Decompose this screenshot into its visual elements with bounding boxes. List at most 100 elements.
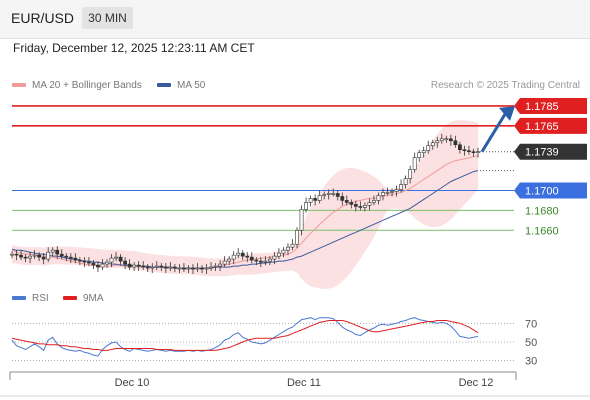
candle bbox=[37, 254, 42, 258]
rsi-line bbox=[11, 317, 479, 357]
level-tag-1.1739 bbox=[514, 143, 587, 160]
candle bbox=[467, 150, 471, 153]
candle bbox=[313, 198, 318, 201]
candle bbox=[394, 189, 399, 192]
candle bbox=[408, 169, 413, 179]
x-tick-label: Dec 12 bbox=[459, 377, 494, 389]
candle bbox=[213, 265, 218, 268]
candle bbox=[399, 184, 403, 190]
candle bbox=[46, 251, 51, 260]
candle bbox=[10, 253, 14, 256]
candle bbox=[471, 151, 476, 153]
candle bbox=[191, 267, 195, 270]
x-tick-label: Dec 11 bbox=[287, 377, 321, 389]
candle bbox=[331, 193, 336, 195]
level-label-1.1785: 1.1785 bbox=[525, 101, 559, 113]
candle bbox=[317, 195, 322, 201]
bollinger-band bbox=[12, 120, 478, 289]
level-label-1.1660: 1.1660 bbox=[525, 225, 559, 237]
legend-item-rsi: RSI bbox=[12, 293, 49, 304]
candle bbox=[159, 265, 164, 268]
candle bbox=[372, 200, 376, 203]
candle bbox=[362, 205, 367, 208]
candle bbox=[367, 202, 372, 206]
candle bbox=[182, 267, 186, 270]
candle bbox=[421, 150, 426, 153]
header-bar: EUR/USD 30 MIN bbox=[0, 0, 590, 39]
candle bbox=[385, 192, 390, 194]
candle bbox=[218, 263, 223, 267]
candle bbox=[236, 252, 241, 256]
candle bbox=[177, 267, 182, 270]
legend-swatch-ma50 bbox=[157, 83, 171, 88]
level-label-1.1700: 1.1700 bbox=[525, 185, 559, 197]
legend-label-9ma: 9MA bbox=[83, 293, 104, 304]
legend-label-ma20: MA 20 + Bollinger Bands bbox=[32, 80, 142, 91]
legend-swatch-rsi bbox=[12, 296, 26, 301]
candle bbox=[127, 263, 132, 268]
candle bbox=[326, 193, 331, 195]
rsi-tick-label-50: 50 bbox=[525, 337, 537, 349]
candle bbox=[100, 263, 105, 268]
candle bbox=[444, 138, 449, 141]
candle bbox=[439, 138, 444, 142]
candle bbox=[118, 256, 123, 262]
legend-item-ma50: MA 50 bbox=[157, 80, 205, 91]
candle bbox=[353, 204, 358, 207]
legend-swatch-9ma bbox=[63, 296, 77, 301]
candle bbox=[381, 192, 385, 196]
level-tag-1.1765 bbox=[514, 117, 587, 134]
forecast-arrow-head bbox=[499, 105, 515, 121]
candle bbox=[349, 202, 354, 205]
candle bbox=[87, 261, 91, 264]
candle bbox=[150, 266, 155, 269]
level-tag-1.1785 bbox=[514, 97, 587, 114]
candle bbox=[304, 202, 308, 210]
candle bbox=[458, 144, 462, 151]
rsi-tick-label-30: 30 bbox=[525, 356, 537, 368]
candle bbox=[77, 259, 82, 262]
candle bbox=[96, 264, 100, 268]
candle bbox=[240, 252, 245, 257]
candle bbox=[476, 151, 480, 153]
rsi-tick-label-70: 70 bbox=[525, 318, 537, 330]
candle bbox=[453, 140, 458, 146]
candle bbox=[141, 265, 146, 268]
candle bbox=[200, 267, 204, 270]
candle bbox=[28, 255, 32, 259]
candle bbox=[59, 253, 64, 257]
candle bbox=[32, 254, 37, 257]
legend-label-rsi: RSI bbox=[32, 293, 49, 304]
candle bbox=[335, 193, 340, 197]
candle bbox=[263, 260, 268, 263]
candle bbox=[82, 260, 87, 263]
candle bbox=[195, 267, 200, 270]
candle bbox=[132, 264, 137, 268]
level-tag-1.1700 bbox=[514, 182, 587, 199]
candle bbox=[358, 206, 363, 208]
candle bbox=[426, 145, 431, 152]
candle bbox=[73, 257, 78, 261]
candle bbox=[462, 149, 467, 152]
ma50-line bbox=[11, 170, 479, 269]
candle bbox=[14, 253, 19, 256]
candle bbox=[254, 259, 259, 262]
legend-item-ma20: MA 20 + Bollinger Bands bbox=[12, 80, 142, 91]
candle bbox=[412, 157, 417, 170]
datetime-label: Friday, December 12, 2025 12:23:11 AM CE… bbox=[13, 41, 255, 55]
candle bbox=[290, 243, 295, 248]
candle bbox=[114, 256, 118, 259]
level-label-1.1765: 1.1765 bbox=[525, 121, 559, 133]
rsi-9ma-line bbox=[11, 320, 479, 351]
candle bbox=[55, 249, 60, 255]
candle bbox=[163, 266, 168, 269]
candle bbox=[168, 266, 173, 269]
candle bbox=[390, 191, 394, 193]
candle bbox=[376, 195, 381, 201]
candle bbox=[308, 198, 313, 203]
timeframe-button[interactable]: 30 MIN bbox=[82, 7, 133, 29]
candle bbox=[403, 178, 408, 185]
candle bbox=[272, 255, 277, 260]
candle bbox=[417, 152, 422, 158]
